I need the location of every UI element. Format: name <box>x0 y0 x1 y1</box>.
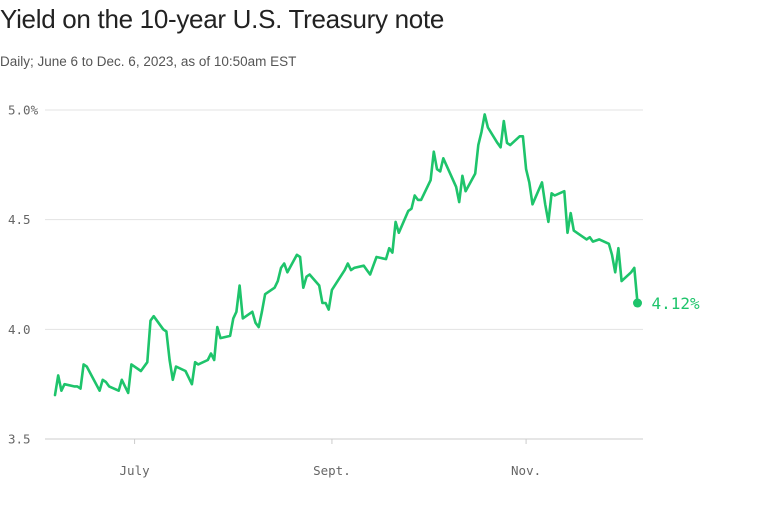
x-axis-ticks: July Sept. Nov. <box>120 439 541 478</box>
y-tick-label: 4.0 <box>8 322 31 337</box>
end-value-label: 4.12% <box>652 294 701 313</box>
x-tick-label: Sept. <box>313 463 351 478</box>
x-tick-label: Nov. <box>511 463 541 478</box>
x-tick-label: July <box>120 463 151 478</box>
y-tick-label: 3.5 <box>8 432 31 447</box>
chart-subtitle: Daily; June 6 to Dec. 6, 2023, as of 10:… <box>0 54 297 69</box>
end-point <box>633 298 642 308</box>
series-group <box>53 113 642 397</box>
gridlines <box>45 109 643 440</box>
series-line <box>53 113 639 397</box>
y-axis-ticks: 5.0% 4.5 4.0 3.5 <box>8 103 39 447</box>
y-tick-label: 4.5 <box>8 212 31 227</box>
y-tick-label: 5.0% <box>8 103 39 118</box>
chart-title: Yield on the 10-year U.S. Treasury note <box>0 4 445 34</box>
